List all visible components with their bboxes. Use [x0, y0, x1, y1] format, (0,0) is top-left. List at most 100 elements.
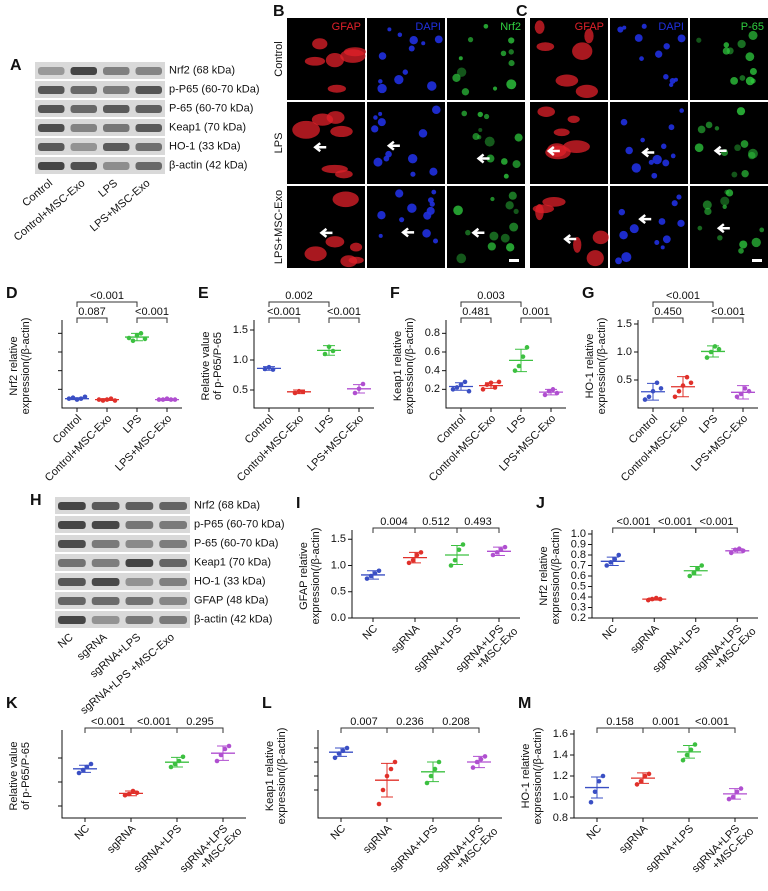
- nucleus: [486, 154, 495, 163]
- y-axis-label: expression(/β-actin): [596, 318, 608, 415]
- nucleus: [377, 211, 386, 220]
- error-bar: [707, 345, 719, 358]
- error-bar: [125, 790, 137, 797]
- data-point: [82, 394, 88, 400]
- data-point: [520, 354, 526, 359]
- error-bar: [427, 761, 439, 783]
- significance-bracket: [596, 727, 644, 733]
- y-axis-label: expression(/β-actin): [550, 528, 562, 625]
- lane-label: NC: [56, 631, 76, 650]
- y-tick-label: 0.5: [233, 384, 248, 396]
- nucleus: [418, 129, 428, 138]
- nucleus: [514, 133, 523, 142]
- nucleus: [615, 257, 622, 265]
- significance-bracket: [642, 727, 690, 733]
- nucleus: [730, 76, 738, 85]
- cell: [304, 56, 326, 66]
- y-tick-label: 0.6: [425, 346, 440, 358]
- nucleus: [429, 201, 435, 207]
- blot-band: [70, 124, 97, 132]
- y-tick-label: 1.4: [553, 749, 568, 761]
- data-point: [410, 557, 416, 563]
- data-point: [712, 344, 718, 349]
- error-bar: [683, 745, 695, 759]
- data-point: [512, 368, 518, 373]
- micrograph: [690, 102, 768, 184]
- data-point: [480, 387, 486, 392]
- data-point: [616, 552, 622, 558]
- data-point: [112, 398, 118, 403]
- data-point: [490, 552, 496, 558]
- blot-strip: [35, 81, 165, 98]
- axis: [573, 730, 758, 819]
- nucleus: [492, 86, 498, 91]
- nucleus: [722, 47, 730, 55]
- p-value: 0.004: [380, 516, 408, 528]
- y-tick-label: 1.0: [553, 791, 568, 803]
- panel-letter: H: [30, 492, 42, 509]
- blot-band: [70, 67, 97, 75]
- data-point: [716, 346, 722, 352]
- blot-band: [125, 540, 154, 548]
- p-value: <0.001: [91, 716, 125, 728]
- error-bar: [545, 388, 557, 396]
- nucleus: [465, 229, 471, 236]
- data-point: [592, 789, 598, 795]
- y-axis-label: expression(/β-actin): [404, 318, 416, 415]
- data-point: [414, 552, 420, 558]
- error-bar: [335, 747, 347, 757]
- x-tick-label: sgRNA+LPS: [644, 823, 696, 875]
- x-tick-label: LPS+MSC-Exo: [305, 413, 366, 474]
- blot-band: [91, 521, 120, 529]
- p-value: <0.001: [695, 716, 729, 728]
- cell: [537, 106, 555, 117]
- nucleus: [739, 75, 746, 81]
- p-value: 0.208: [442, 716, 470, 728]
- cell: [555, 74, 579, 87]
- blot-band: [125, 521, 154, 529]
- panel-letter: J: [536, 495, 545, 512]
- blot-band: [91, 540, 120, 548]
- data-point: [376, 801, 382, 807]
- cell: [325, 236, 345, 248]
- panel-letter: E: [198, 285, 209, 302]
- micrograph: [610, 18, 688, 100]
- blot-band: [125, 559, 154, 567]
- blot-band: [103, 86, 130, 94]
- significance-bracket: [372, 527, 416, 533]
- y-axis-label: GFAP relative: [298, 542, 310, 610]
- nucleus: [663, 74, 669, 80]
- arrow: [401, 227, 415, 238]
- nucleus: [714, 126, 720, 131]
- data-point: [742, 386, 748, 391]
- blot-band: [159, 521, 187, 529]
- panel-letter: A: [10, 57, 22, 74]
- nucleus: [705, 121, 713, 129]
- data-point: [684, 752, 690, 758]
- nucleus: [640, 137, 645, 143]
- cell: [534, 20, 545, 34]
- significance-bracket: [612, 527, 655, 533]
- nucleus: [387, 27, 392, 32]
- blot-row-label: Keap1 (70 kDa): [169, 121, 246, 133]
- nucleus: [432, 238, 439, 244]
- panel-letter: K: [6, 695, 18, 712]
- error-bar: [79, 764, 91, 773]
- data-point: [360, 381, 366, 387]
- x-tick-label: sgRNA: [105, 822, 139, 856]
- arrow: [641, 147, 655, 158]
- blot-band: [58, 597, 86, 605]
- x-tick-label: NC: [600, 623, 620, 643]
- p-value: 0.493: [464, 516, 492, 528]
- scale-bar: [509, 259, 519, 262]
- micrograph: [367, 186, 445, 268]
- p-value: <0.001: [135, 306, 169, 318]
- y-axis-label: Relative value: [8, 741, 20, 810]
- nucleus: [458, 56, 463, 61]
- axis: [61, 730, 246, 819]
- data-point: [688, 747, 694, 753]
- blot-row-label: P-65 (60-70 kDa): [169, 102, 253, 114]
- significance-bracket: [652, 301, 714, 307]
- row-label: Control: [273, 41, 285, 76]
- x-tick-label: LPS: [697, 413, 720, 436]
